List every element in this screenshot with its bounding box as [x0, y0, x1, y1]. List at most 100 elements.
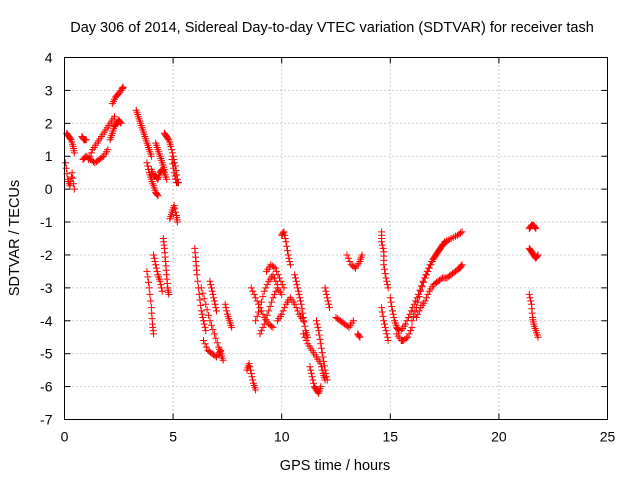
data-point — [98, 153, 106, 161]
data-point — [278, 290, 286, 298]
data-point — [383, 333, 391, 341]
data-point — [245, 360, 253, 368]
data-point — [278, 281, 286, 289]
data-point — [259, 323, 267, 331]
data-point — [356, 333, 364, 341]
data-point — [206, 317, 214, 325]
data-point — [198, 310, 206, 318]
data-point — [318, 349, 326, 357]
data-point — [458, 261, 466, 269]
data-point — [213, 307, 220, 315]
data-point — [70, 185, 78, 193]
data-point — [257, 307, 265, 315]
data-point — [318, 363, 325, 371]
data-point — [526, 294, 534, 302]
data-point — [156, 277, 164, 285]
data-point — [66, 182, 74, 190]
data-point — [286, 258, 294, 265]
data-point — [316, 335, 324, 343]
data-point — [194, 277, 202, 285]
data-point — [344, 254, 352, 262]
data-point — [294, 287, 302, 295]
data-point — [344, 322, 352, 330]
data-point — [209, 326, 217, 333]
data-point — [248, 373, 256, 381]
data-point — [420, 278, 428, 286]
data-point — [173, 218, 181, 226]
data-point — [317, 340, 325, 348]
data-point — [323, 290, 331, 298]
data-point — [247, 284, 255, 292]
data-point — [172, 208, 180, 216]
data-point — [291, 271, 299, 279]
data-point — [323, 376, 331, 384]
data-point — [272, 287, 280, 295]
data-point — [150, 330, 158, 338]
data-point — [170, 202, 178, 210]
data-point — [67, 173, 75, 181]
x-tick-label: 0 — [61, 429, 69, 445]
data-point — [284, 251, 292, 259]
x-tick-label: 20 — [491, 429, 507, 445]
y-tick-labels: -7 -6 -5 -4 -3 -2 -1 0 1 2 3 4 — [40, 50, 53, 428]
data-point — [269, 294, 277, 302]
data-point — [202, 300, 210, 308]
data-point — [223, 307, 231, 315]
data-point — [410, 312, 417, 320]
x-tick-label: 5 — [169, 429, 177, 445]
data-point — [268, 298, 276, 306]
data-point — [208, 284, 215, 292]
y-axis-label: SDTVAR / TECUs — [7, 180, 23, 296]
data-point — [418, 283, 426, 291]
data-point — [428, 258, 436, 265]
y-tick-label: 1 — [45, 148, 53, 164]
data-point — [274, 271, 282, 279]
data-point — [294, 284, 302, 292]
data-point — [82, 136, 90, 144]
data-point — [170, 164, 177, 172]
data-point — [425, 264, 433, 272]
data-point — [531, 224, 539, 231]
data-point — [417, 287, 425, 295]
data-point — [271, 264, 279, 272]
data-point — [210, 297, 218, 305]
data-point — [200, 317, 207, 325]
data-point — [255, 308, 262, 316]
data-point — [252, 294, 260, 302]
data-point — [424, 267, 432, 275]
data-point — [193, 271, 201, 279]
data-point — [415, 307, 423, 315]
y-tick-label: -6 — [40, 379, 53, 395]
data-point — [70, 180, 77, 188]
data-point — [200, 320, 208, 328]
data-point — [302, 337, 310, 344]
y-tick-label: -5 — [40, 346, 53, 362]
data-point — [263, 311, 271, 319]
data-point — [104, 146, 112, 154]
data-point — [197, 301, 205, 309]
data-point — [116, 118, 124, 126]
data-point — [263, 281, 271, 289]
data-point — [256, 330, 264, 338]
data-point — [87, 149, 95, 157]
data-point — [262, 316, 270, 324]
data-point — [423, 271, 430, 279]
data-point — [228, 323, 236, 331]
data-point — [296, 294, 304, 302]
data-point — [66, 135, 74, 143]
data-point — [253, 312, 261, 320]
data-point — [405, 330, 413, 338]
data-point — [278, 310, 286, 318]
data-point — [201, 340, 209, 348]
data-point — [249, 287, 257, 295]
data-point — [320, 362, 328, 370]
data-point — [323, 373, 331, 381]
data-point — [266, 303, 274, 310]
data-point — [247, 369, 255, 377]
data-point — [210, 294, 218, 302]
data-point — [117, 119, 125, 127]
data-point — [443, 238, 451, 246]
data-point — [150, 254, 158, 262]
data-point — [378, 304, 386, 312]
